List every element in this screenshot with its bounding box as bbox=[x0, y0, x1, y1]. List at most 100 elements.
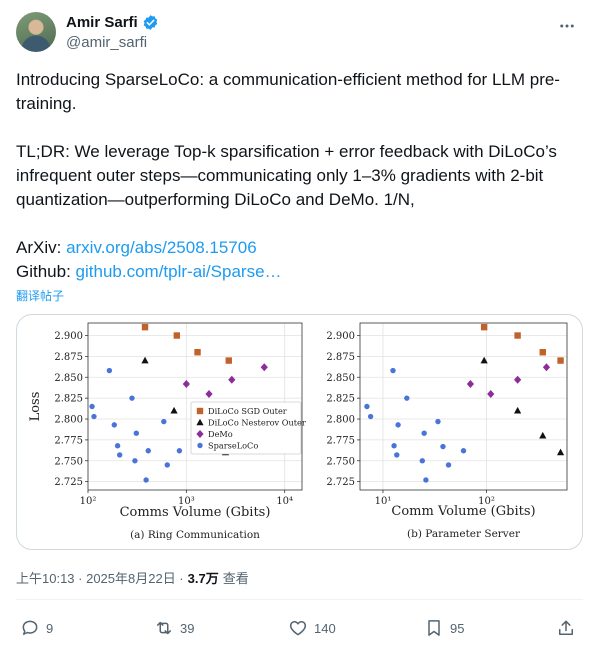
tweet-intro: Introducing SparseLoCo: a communication-… bbox=[16, 68, 583, 116]
legend-label: DiLoCo SGD Outer bbox=[208, 406, 287, 416]
tweet-text: Introducing SparseLoCo: a communication-… bbox=[16, 68, 583, 284]
plot-frame bbox=[360, 323, 567, 490]
retweet-count: 39 bbox=[180, 621, 194, 636]
data-point-circle bbox=[146, 448, 151, 453]
data-point-square bbox=[194, 349, 200, 355]
divider bbox=[16, 599, 583, 600]
retweet-button[interactable]: 39 bbox=[154, 618, 194, 638]
reply-count: 9 bbox=[46, 621, 53, 636]
github-link[interactable]: github.com/tplr-ai/Sparse… bbox=[76, 262, 282, 281]
data-point-circle bbox=[423, 477, 428, 482]
data-point-circle bbox=[440, 444, 445, 449]
more-options-button[interactable] bbox=[555, 16, 579, 36]
y-tick-label: 2.900 bbox=[54, 331, 83, 342]
data-point-diamond bbox=[261, 363, 268, 371]
data-point-circle bbox=[165, 462, 170, 467]
data-point-circle bbox=[390, 368, 395, 373]
data-point-circle bbox=[420, 458, 425, 463]
charts-figure: 2.725 2.750 2.775 2.800 2.825 2.850 2.875 2.900… bbox=[17, 315, 582, 549]
y-tick-label: 2.825 bbox=[326, 394, 355, 405]
legend-label: SparseLoCo bbox=[208, 441, 258, 451]
avatar[interactable] bbox=[16, 12, 56, 52]
share-button[interactable] bbox=[556, 618, 576, 638]
github-line: Github: github.com/tplr-ai/Sparse… bbox=[16, 260, 583, 284]
y-tick-label: 2.875 bbox=[54, 352, 83, 363]
legend-label: DeMo bbox=[208, 429, 233, 439]
bookmark-count: 95 bbox=[450, 621, 464, 636]
y-tick-label: 2.750 bbox=[54, 456, 83, 467]
data-point-diamond bbox=[543, 363, 550, 371]
legend-marker bbox=[197, 408, 203, 414]
y-tick-label: 2.875 bbox=[326, 352, 355, 363]
arxiv-line: ArXiv: arxiv.org/abs/2508.15706 bbox=[16, 236, 583, 260]
x-tick-label: 10² bbox=[80, 496, 97, 507]
data-point-square bbox=[481, 324, 487, 330]
data-point-circle bbox=[368, 414, 373, 419]
author-name[interactable]: Amir Sarfi bbox=[66, 14, 138, 31]
data-point-circle bbox=[446, 462, 451, 467]
y-tick-label: 2.850 bbox=[54, 373, 83, 384]
data-point-circle bbox=[364, 404, 369, 409]
like-count: 140 bbox=[314, 621, 336, 636]
more-icon bbox=[558, 17, 576, 35]
data-point-circle bbox=[117, 452, 122, 457]
like-button[interactable]: 140 bbox=[288, 618, 336, 638]
data-point-diamond bbox=[205, 390, 212, 398]
data-point-circle bbox=[134, 431, 139, 436]
retweet-icon bbox=[154, 618, 174, 638]
y-tick-label: 2.750 bbox=[326, 456, 355, 467]
bookmark-button[interactable]: 95 bbox=[424, 618, 464, 638]
data-point-circle bbox=[435, 419, 440, 424]
x-axis-label: Comms Volume (Gbits) bbox=[120, 505, 271, 520]
author-handle[interactable]: @amir_sarfi bbox=[66, 34, 147, 51]
data-point-diamond bbox=[467, 380, 474, 388]
data-point-circle bbox=[404, 395, 409, 400]
tweet-meta: 上午10:13 · 2025年8月22日 · 3.7万 查看 bbox=[16, 568, 249, 587]
data-point-circle bbox=[395, 422, 400, 427]
arxiv-link[interactable]: arxiv.org/abs/2508.15706 bbox=[66, 238, 257, 257]
chart-subtitle: (a) Ring Communication bbox=[130, 529, 260, 541]
tweet-header: Amir Sarfi @amir_sarfi bbox=[16, 12, 583, 56]
data-point-circle bbox=[161, 419, 166, 424]
y-tick-label: 2.800 bbox=[54, 415, 83, 426]
tweet-tldr: TL;DR: We leverage Top-k sparsification … bbox=[16, 140, 583, 212]
view-count: 3.7万 bbox=[188, 568, 219, 587]
translate-post-link[interactable]: 翻译帖子 bbox=[16, 287, 64, 304]
data-point-square bbox=[142, 324, 148, 330]
data-point-circle bbox=[177, 448, 182, 453]
data-point-circle bbox=[129, 395, 134, 400]
timestamp[interactable]: 上午10:13 · 2025年8月22日 · bbox=[16, 568, 184, 587]
x-tick-label: 10¹ bbox=[375, 496, 392, 507]
author-name-row: Amir Sarfi bbox=[66, 14, 159, 31]
data-point-diamond bbox=[183, 380, 190, 388]
arxiv-label: ArXiv: bbox=[16, 238, 66, 257]
share-icon bbox=[556, 618, 576, 638]
reply-button[interactable]: 9 bbox=[20, 618, 53, 638]
data-point-triangle bbox=[557, 449, 564, 456]
legend-label: DiLoCo Nesterov Outer bbox=[208, 418, 306, 428]
data-point-circle bbox=[115, 443, 120, 448]
y-tick-label: 2.725 bbox=[54, 477, 83, 488]
data-point-triangle bbox=[141, 357, 148, 364]
y-tick-label: 2.775 bbox=[326, 435, 355, 446]
reply-icon bbox=[20, 618, 40, 638]
data-point-circle bbox=[143, 477, 148, 482]
data-point-circle bbox=[89, 404, 94, 409]
data-point-square bbox=[174, 332, 180, 338]
data-point-square bbox=[540, 349, 546, 355]
y-tick-label: 2.775 bbox=[54, 435, 83, 446]
y-tick-label: 2.825 bbox=[54, 394, 83, 405]
verified-badge-icon bbox=[142, 14, 159, 31]
data-point-circle bbox=[461, 448, 466, 453]
heart-icon bbox=[288, 618, 308, 638]
data-point-triangle bbox=[539, 432, 546, 439]
y-axis-label: Loss bbox=[28, 392, 43, 422]
data-point-square bbox=[514, 332, 520, 338]
chart-subtitle: (b) Parameter Server bbox=[407, 528, 521, 540]
data-point-circle bbox=[91, 414, 96, 419]
data-point-circle bbox=[112, 422, 117, 427]
data-point-diamond bbox=[487, 390, 494, 398]
github-label: Github: bbox=[16, 262, 76, 281]
data-point-circle bbox=[421, 431, 426, 436]
tweet-media-image[interactable]: 2.725 2.750 2.775 2.800 2.825 2.850 2.875 2.900… bbox=[16, 314, 583, 550]
